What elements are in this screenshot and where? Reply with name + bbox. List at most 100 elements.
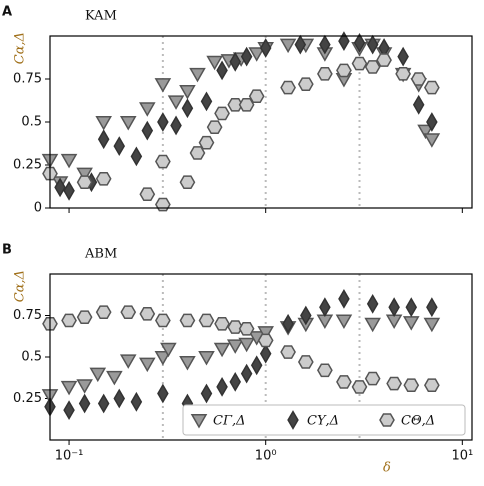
data-point — [113, 136, 126, 156]
data-point — [227, 320, 244, 334]
data-point — [423, 133, 441, 148]
data-point — [206, 120, 223, 134]
data-point — [95, 116, 112, 131]
data-point — [250, 355, 263, 376]
data-point — [181, 98, 194, 119]
data-point — [139, 102, 156, 117]
data-point — [167, 95, 185, 110]
data-point — [259, 343, 272, 364]
data-point — [405, 297, 418, 318]
data-point — [388, 297, 400, 318]
data-point — [78, 393, 91, 414]
data-point — [397, 46, 409, 67]
data-point — [155, 154, 171, 169]
data-point — [61, 313, 77, 328]
data-point — [139, 357, 156, 373]
data-point — [297, 77, 314, 91]
x-tick-label: 10⁻¹ — [55, 449, 84, 464]
panel-letter: A — [2, 5, 12, 20]
data-point — [157, 112, 169, 132]
data-point — [179, 175, 196, 190]
y-tick-label: 0.75 — [13, 308, 42, 323]
legend-box — [182, 404, 466, 436]
data-point — [154, 78, 172, 93]
data-point — [155, 197, 171, 212]
data-point — [257, 333, 274, 348]
data-point — [76, 379, 93, 394]
data-point — [206, 55, 223, 71]
legend-label: CΘ,Δ — [401, 414, 435, 429]
data-point — [240, 46, 253, 67]
data-point — [120, 305, 137, 319]
panel-title: KAM — [85, 9, 117, 24]
data-point — [410, 72, 427, 86]
data-point — [300, 305, 312, 326]
data-point — [248, 89, 265, 104]
data-point — [317, 363, 333, 378]
data-point — [60, 153, 78, 169]
x-tick-label: 10¹ — [451, 449, 473, 464]
data-point — [257, 326, 274, 341]
data-point — [319, 34, 331, 55]
data-point — [297, 355, 314, 369]
data-point — [376, 53, 392, 67]
data-point — [60, 380, 78, 396]
data-point — [336, 63, 352, 78]
data-point — [364, 317, 381, 333]
data-point — [97, 393, 110, 414]
data-point — [423, 378, 440, 393]
data-point — [353, 32, 366, 53]
data-point — [317, 67, 333, 81]
data-point — [282, 313, 294, 334]
data-point — [113, 388, 126, 409]
y-tick-label: 0.25 — [13, 391, 42, 406]
legend-marker — [190, 414, 208, 429]
data-point — [366, 34, 379, 55]
data-point — [229, 51, 241, 72]
data-point — [226, 339, 244, 354]
data-point — [403, 378, 420, 393]
data-point — [364, 60, 381, 74]
legend-label: CΥ,Δ — [307, 414, 339, 429]
y-tick-label: 0.5 — [21, 115, 42, 130]
data-point — [238, 337, 255, 353]
data-point — [160, 342, 177, 358]
data-point — [119, 116, 137, 131]
data-point — [319, 297, 331, 318]
panel-letter: B — [2, 243, 12, 258]
data-point — [412, 94, 425, 115]
data-point — [89, 367, 107, 383]
data-point — [76, 175, 93, 190]
axes-frame — [49, 273, 473, 441]
y-tick-label: 0.5 — [21, 350, 42, 365]
y-tick-label: 0 — [34, 201, 42, 216]
data-point — [240, 363, 253, 384]
y-tick-label: 0.25 — [13, 158, 42, 173]
data-point — [216, 60, 228, 81]
data-point — [179, 355, 196, 371]
data-point — [279, 38, 297, 54]
data-point — [157, 383, 169, 404]
axes-frame — [49, 35, 473, 209]
data-point — [76, 310, 93, 324]
data-point — [130, 146, 143, 167]
data-point — [386, 376, 402, 391]
data-point — [189, 67, 206, 83]
data-point — [155, 313, 171, 328]
data-point — [214, 316, 230, 331]
data-point — [95, 305, 112, 319]
data-point — [335, 314, 353, 329]
data-point — [423, 80, 440, 95]
data-point — [200, 383, 213, 404]
data-point — [426, 112, 438, 132]
data-point — [198, 135, 215, 150]
data-point — [54, 177, 66, 198]
data-point — [214, 106, 230, 121]
data-point — [63, 400, 75, 421]
legend-marker — [287, 410, 299, 430]
data-point — [139, 187, 156, 202]
data-point — [141, 120, 154, 141]
data-point — [198, 313, 215, 328]
data-point — [366, 293, 379, 314]
data-point — [213, 342, 231, 358]
